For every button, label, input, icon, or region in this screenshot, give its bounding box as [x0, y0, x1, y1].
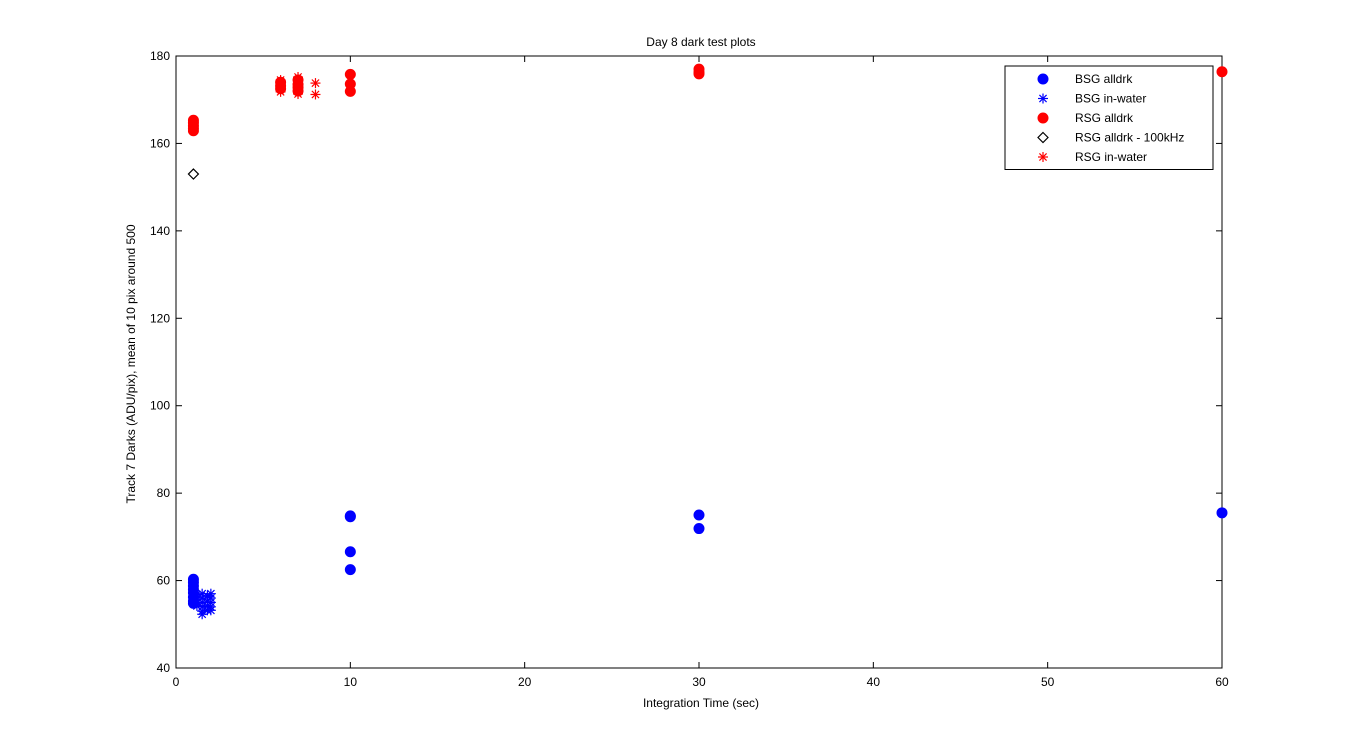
data-point	[275, 75, 286, 86]
data-point	[187, 168, 200, 180]
x-axis-label: Integration Time (sec)	[643, 696, 759, 710]
data-point	[1216, 507, 1228, 519]
data-series-layer	[187, 63, 1228, 620]
series-bsg-in-water	[188, 586, 216, 620]
x-tick-label: 20	[518, 675, 532, 689]
data-point	[693, 68, 705, 80]
y-tick-label: 120	[150, 311, 170, 325]
data-point	[344, 546, 356, 558]
data-point	[293, 89, 304, 100]
legend-marker	[1038, 152, 1048, 162]
legend-marker	[1037, 131, 1049, 144]
data-point	[693, 523, 705, 535]
data-point	[693, 509, 705, 521]
x-tick-label: 60	[1215, 675, 1229, 689]
x-tick-label: 50	[1041, 675, 1055, 689]
y-tick-label: 100	[150, 399, 170, 413]
data-point	[310, 78, 321, 89]
legend: BSG alldrk BSG in-water RSG alldrk RSG alld…	[1004, 65, 1214, 170]
y-tick-label: 60	[157, 574, 171, 588]
legend-label: RSG alldrk - 100kHz	[1075, 131, 1184, 145]
legend-marker	[1038, 93, 1048, 104]
legend-marker	[1037, 73, 1049, 85]
x-axis: 0 10 20 30 40 50 60	[173, 56, 1229, 689]
data-point	[310, 89, 321, 100]
series-rsg-alldrk-100khz	[187, 168, 200, 180]
legend-label: BSG in-water	[1075, 92, 1146, 106]
data-point	[344, 85, 356, 97]
x-tick-label: 30	[692, 675, 706, 689]
data-point	[275, 86, 286, 97]
data-point	[197, 609, 208, 620]
legend-label: RSG alldrk	[1075, 111, 1134, 125]
y-tick-label: 40	[157, 661, 171, 675]
y-tick-label: 140	[150, 224, 170, 238]
x-tick-label: 40	[867, 675, 881, 689]
data-point	[187, 125, 199, 137]
y-tick-label: 160	[150, 136, 170, 150]
y-tick-label: 80	[157, 486, 171, 500]
data-point	[1216, 66, 1228, 78]
chart-title: Day 8 dark test plots	[646, 35, 755, 49]
y-axis: 40 60 80 100 120 140 160 180	[150, 49, 1222, 675]
y-axis-label: Track 7 Darks (ADU/pix), mean of 10 pix …	[124, 224, 138, 503]
data-point	[205, 605, 216, 616]
data-point	[344, 511, 356, 523]
legend-label: RSG in-water	[1075, 150, 1147, 164]
series-rsg-in-water	[275, 71, 321, 100]
x-tick-label: 10	[344, 675, 358, 689]
legend-label: BSG alldrk	[1075, 72, 1133, 86]
x-tick-label: 0	[173, 675, 180, 689]
data-point	[344, 564, 356, 576]
legend-marker	[1037, 112, 1049, 124]
data-point	[344, 68, 356, 80]
y-tick-label: 180	[150, 49, 170, 63]
